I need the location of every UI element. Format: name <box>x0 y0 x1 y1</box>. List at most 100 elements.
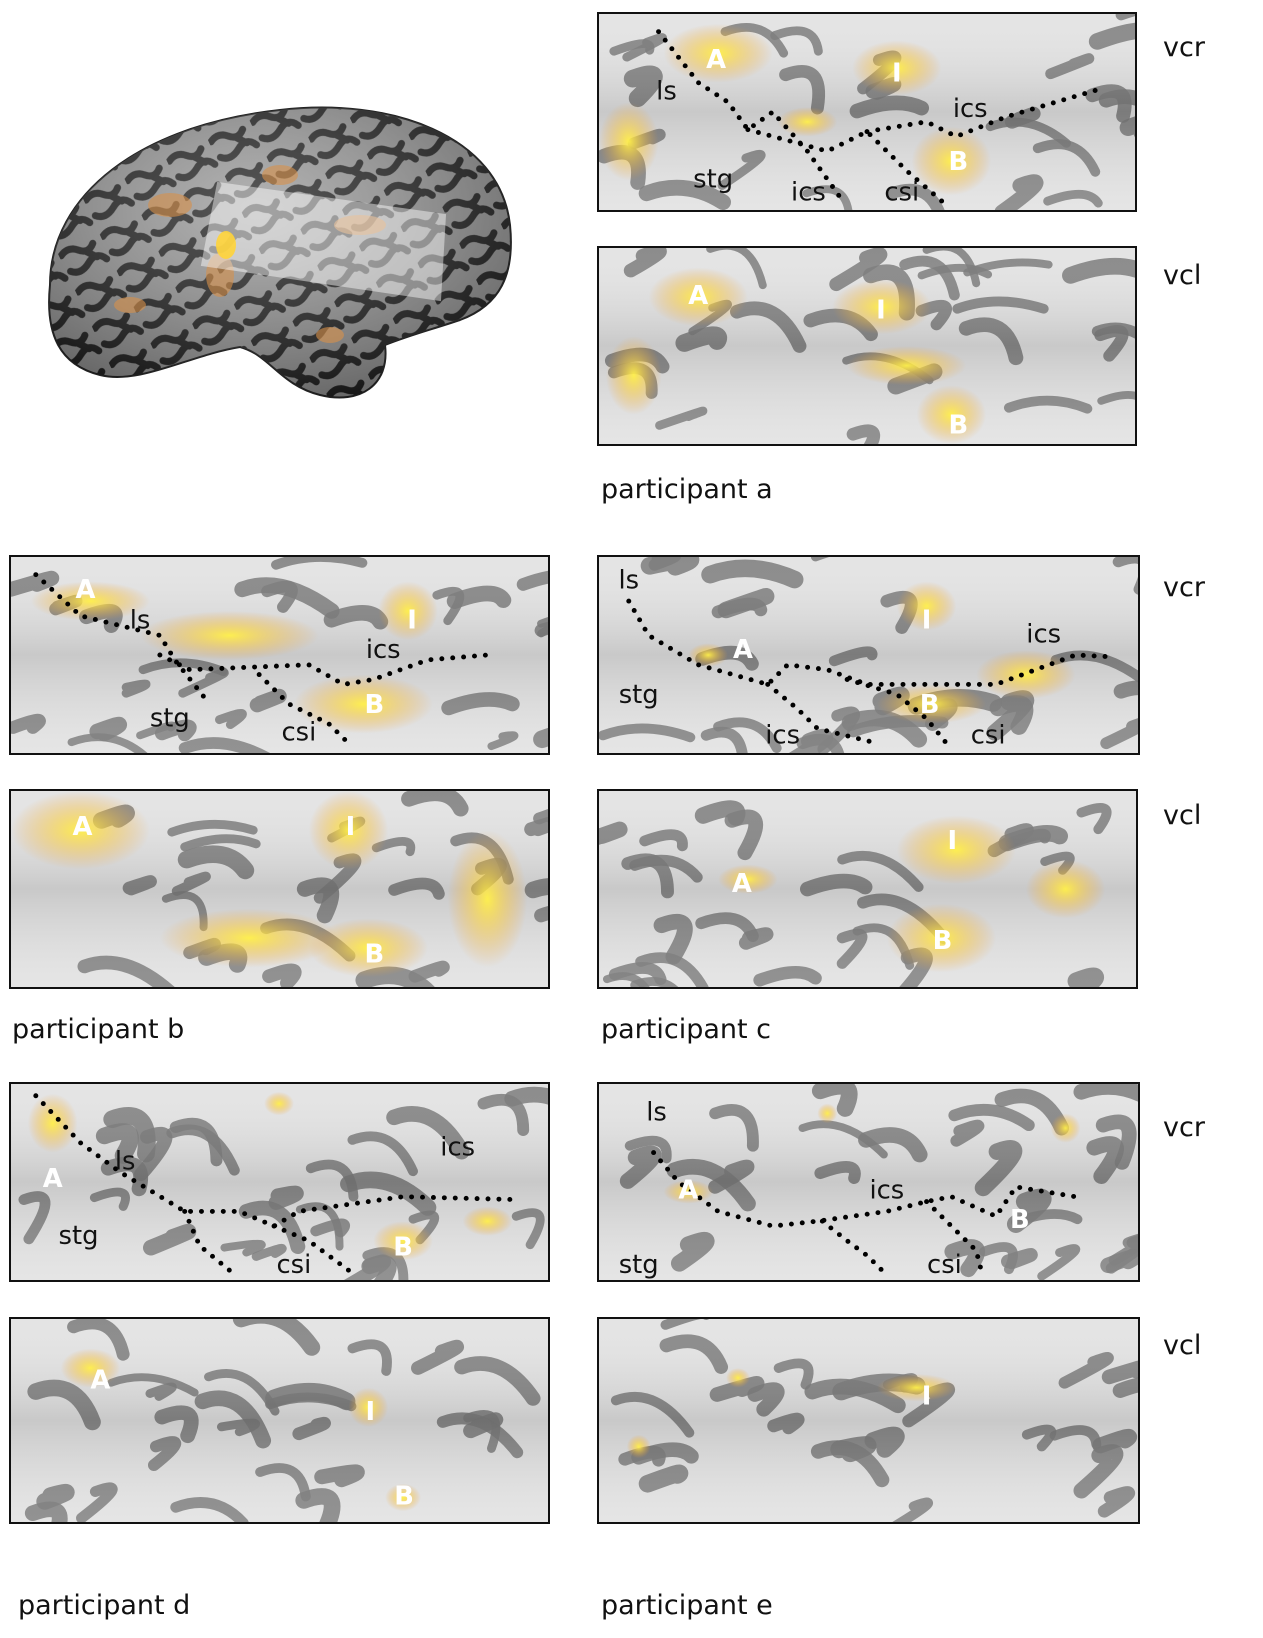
region-label: A <box>75 575 95 605</box>
activation-blob <box>688 643 729 667</box>
activation-blob <box>30 581 150 621</box>
region-label: A <box>43 1164 63 1194</box>
sulcus-trace-line <box>33 1093 520 1229</box>
anatomy-label: ics <box>791 177 826 207</box>
activation-blob <box>911 126 992 196</box>
region-label: B <box>920 690 940 720</box>
flattened-cortex-map: A I B <box>599 248 1135 444</box>
activation-blob <box>140 610 319 660</box>
anatomy-label: stg <box>693 165 733 195</box>
activation-blob <box>876 684 987 724</box>
activation-blob <box>599 102 659 181</box>
anatomy-label: ls <box>115 1147 136 1177</box>
activation-blob <box>348 1387 389 1427</box>
activation-blob <box>385 1483 421 1512</box>
anatomy-label: stg <box>619 680 659 710</box>
anatomy-label: csi <box>277 1250 312 1280</box>
activation-blob <box>648 267 748 327</box>
region-label: A <box>733 635 753 665</box>
activation-blob <box>626 1434 651 1459</box>
surface-panel-vcl: A I B <box>597 246 1137 446</box>
surface-panel-vcl: I A B <box>597 789 1138 989</box>
region-label: A <box>678 1176 698 1206</box>
activation-blob <box>462 1206 513 1236</box>
vcl-label: vcl <box>1163 260 1202 291</box>
inflated-brain-surface <box>48 106 512 399</box>
region-label: I <box>922 1382 932 1412</box>
participant-caption: participant d <box>18 1590 191 1621</box>
flattened-cortex-map: I <box>599 1319 1138 1522</box>
surface-panel-vcl: I <box>597 1317 1140 1524</box>
activation-blob <box>663 23 773 83</box>
flattened-cortex-map: A I B <box>11 1319 548 1522</box>
sulcus-trace-line <box>656 29 845 203</box>
activation-blob <box>852 40 942 96</box>
vcl-label: vcl <box>1163 1330 1202 1361</box>
flattened-cortex-map: I A B <box>599 791 1136 987</box>
surface-panel-vcl: A I B <box>9 789 550 989</box>
activation-blob <box>605 336 662 415</box>
region-label: I <box>948 826 958 856</box>
activation-blob <box>886 903 997 973</box>
region-label: B <box>933 926 953 956</box>
sulcus-trace-line <box>819 1218 885 1273</box>
flattened-cortex-map: A I Bls ics stg csi <box>11 557 548 753</box>
anatomy-label: stg <box>59 1221 99 1251</box>
activation-blob <box>896 581 957 631</box>
region-label: B <box>364 940 384 970</box>
anatomy-label: stg <box>150 704 190 734</box>
activation-blob <box>916 385 987 444</box>
activation-blob <box>11 791 150 870</box>
activation-blob <box>308 791 389 870</box>
activation-blob <box>896 815 1016 885</box>
sulcus-trace-line <box>271 1223 351 1273</box>
flattened-cortex-map: A I B <box>11 791 548 987</box>
region-label: B <box>364 690 384 720</box>
sulcus-trace-line <box>626 598 1118 687</box>
anatomy-label: ics <box>366 635 401 665</box>
region-label: I <box>876 296 886 326</box>
activation-blob <box>264 1091 294 1116</box>
region-label: I <box>892 59 902 89</box>
anatomy-label: csi <box>971 720 1006 750</box>
activation-blob <box>718 864 778 894</box>
sulcus-trace-line <box>745 127 949 208</box>
anatomy-label: ls <box>656 77 677 107</box>
activation-blob <box>60 1348 121 1388</box>
region-label: A <box>732 869 752 899</box>
sulcus-trace-line <box>765 681 880 746</box>
sulcus-trace-line <box>157 652 490 687</box>
region-label: B <box>394 1482 414 1512</box>
vcr-label: vcr <box>1163 572 1205 603</box>
vcr-label: vcr <box>1163 32 1205 63</box>
region-label: B <box>948 147 968 177</box>
activation-blob <box>726 1368 750 1388</box>
anatomy-label: csi <box>281 718 316 748</box>
activation-blob <box>976 650 1076 700</box>
vcr-label: vcr <box>1163 1112 1205 1143</box>
activation-blob <box>27 1093 78 1153</box>
surface-panel-vcl: A I B <box>9 1317 550 1524</box>
activation-blob <box>777 107 838 137</box>
anatomy-label: ics <box>953 94 988 124</box>
activation-blob <box>447 830 528 968</box>
region-label: A <box>90 1366 110 1396</box>
vcl-label: vcl <box>1163 800 1202 831</box>
region-label: A <box>72 812 92 842</box>
region-label: I <box>407 606 417 636</box>
anatomy-label: ics <box>440 1133 475 1163</box>
region-label: I <box>366 1397 376 1427</box>
activation-blob <box>1050 1113 1081 1143</box>
anatomy-label: csi <box>884 177 919 207</box>
anatomy-label: stg <box>619 1250 659 1280</box>
sulcus-trace-line <box>182 1208 232 1273</box>
activation-blob <box>817 1103 838 1124</box>
region-label: A <box>706 45 726 75</box>
region-label: B <box>393 1233 413 1263</box>
